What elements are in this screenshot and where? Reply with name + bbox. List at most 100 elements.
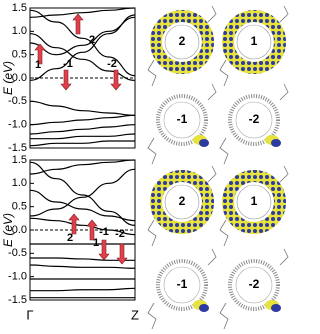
annotation: -1	[99, 226, 109, 238]
transition-arrow	[116, 243, 128, 265]
side-chain	[219, 83, 289, 165]
nanotube-ring	[156, 94, 208, 146]
orbital-label: -1	[177, 112, 188, 126]
y-tick-label: 0.5	[12, 49, 27, 61]
orbital-ring	[150, 170, 214, 234]
y-tick-label: 1.5	[12, 2, 27, 14]
band-line	[29, 264, 136, 269]
band-structures: 1.51.00.50.0-0.5-1.0-1.5E (eV)21 -1 -21.51…	[1, 2, 139, 323]
transition-arrow	[68, 213, 80, 235]
ring-core	[164, 184, 200, 220]
ring-core	[235, 266, 273, 304]
transition-arrow	[110, 69, 122, 91]
band-line	[29, 16, 136, 56]
transition-arrow	[86, 219, 98, 241]
y-axis-label: E (eV)	[1, 213, 15, 247]
band-line	[30, 133, 136, 140]
band-line	[29, 100, 136, 116]
y-tick-label: 1.0	[12, 25, 27, 37]
y-tick-label: -0.5	[8, 247, 27, 259]
band-line	[29, 7, 136, 18]
transition-arrow	[60, 69, 72, 91]
ring-core	[235, 101, 273, 139]
band-line	[30, 287, 136, 292]
orbital-label: 2	[179, 194, 186, 208]
side-chain	[147, 83, 217, 165]
y-tick-label: 0.0	[12, 72, 27, 84]
y-tick-label: 1.0	[12, 177, 27, 189]
transition-arrow	[72, 13, 84, 35]
band-line	[29, 124, 136, 135]
orbital-label: -2	[249, 277, 260, 291]
band-line	[29, 257, 135, 261]
figure: 1.51.00.50.0-0.5-1.0-1.5E (eV)21 -1 -21.51…	[1, 2, 289, 330]
y-tick-label: 1.5	[12, 154, 27, 166]
ring-core	[236, 24, 272, 60]
orbital-lobe	[271, 304, 281, 312]
side-chain	[219, 165, 289, 247]
ring-core	[236, 184, 272, 220]
annotation: -2	[107, 58, 117, 70]
y-tick-label: -1.5	[8, 294, 27, 306]
annotation: -1	[63, 58, 73, 70]
y-tick-label: 0.0	[12, 224, 27, 236]
orbital-label: 2	[179, 34, 186, 48]
orbital-image: -1	[147, 83, 217, 165]
ring-core	[164, 24, 200, 60]
y-tick-label: -1.0	[8, 271, 27, 283]
orbital-ring	[222, 10, 286, 74]
annotation: 1	[93, 237, 99, 249]
y-tick-label: -1.0	[8, 119, 27, 131]
side-chain	[219, 5, 289, 87]
orbital-label: -1	[177, 277, 188, 291]
orbital-image: -2	[219, 83, 289, 165]
orbital-ring	[150, 10, 214, 74]
orbital-label: 1	[251, 194, 258, 208]
annotation: 2	[89, 34, 95, 46]
orbital-image: 2	[147, 165, 217, 247]
band-panel: 1.5 1.0 0.5 0.0 -0.5 -1.0 -1.5 E (eV) Γ Z 2 1-1 -2	[1, 154, 139, 323]
x-tick-label: Γ	[26, 307, 33, 322]
y-tick-label: -0.5	[8, 95, 27, 107]
orbital-images: 2 1 -1 -2 2 1 -1 -2	[147, 5, 289, 330]
side-chain	[147, 5, 217, 87]
y-tick-label: 0.5	[12, 201, 27, 213]
x-tick-label: Z	[131, 307, 139, 322]
nanotube-ring	[228, 259, 280, 311]
nanotube-ring	[156, 259, 208, 311]
ring-core	[163, 266, 201, 304]
orbital-ring	[222, 170, 286, 234]
band-line	[29, 159, 136, 175]
y-axis-label: E (eV)	[1, 61, 15, 95]
annotation: -2	[115, 228, 125, 240]
orbital-label: 1	[251, 34, 258, 48]
orbital-image: 1	[219, 5, 289, 87]
band-line	[29, 217, 136, 236]
band-line	[29, 114, 136, 126]
y-tick-label: -1.5	[8, 142, 27, 154]
orbital-image: -2	[219, 248, 289, 330]
side-chain	[219, 248, 289, 330]
band-line	[29, 14, 136, 81]
band-line	[29, 33, 136, 81]
side-chain	[147, 165, 217, 247]
transition-arrow	[98, 239, 110, 261]
annotation: 2	[67, 232, 73, 244]
band-line	[29, 9, 136, 77]
orbital-image: 1	[219, 165, 289, 247]
orbital-lobe	[271, 139, 281, 147]
side-chain	[147, 248, 217, 330]
annotation: 1	[35, 59, 41, 71]
band-panel: 1.5 1.0 0.5 0.0 -0.5 -1.0 -1.5 E (eV) 2 1 -1 -2	[1, 2, 136, 154]
nanotube-ring	[228, 94, 280, 146]
orbital-image: -1	[147, 248, 217, 330]
ring-core	[163, 101, 201, 139]
band-line	[29, 161, 136, 226]
orbital-lobe	[199, 304, 209, 312]
orbital-image: 2	[147, 5, 217, 87]
band-line	[29, 189, 136, 222]
transition-arrow	[34, 43, 46, 65]
orbital-label: -2	[249, 112, 260, 126]
band-line	[29, 140, 135, 147]
orbital-lobe	[199, 139, 209, 147]
